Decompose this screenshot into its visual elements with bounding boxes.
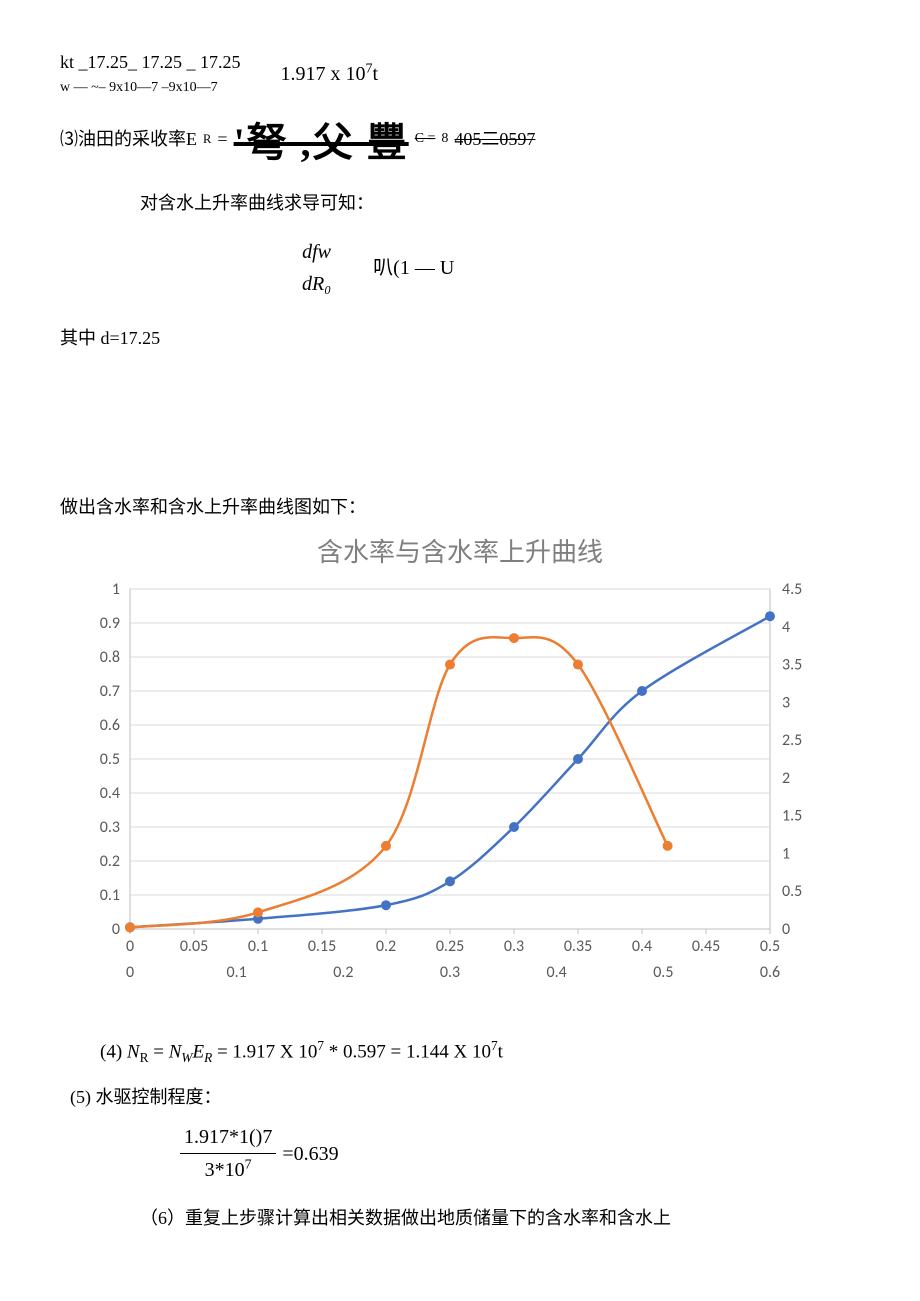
step-6: （6）重复上步骤计算出相关数据做出地质储量下的含水率和含水上 xyxy=(140,1204,860,1233)
svg-text:0.5: 0.5 xyxy=(100,750,120,769)
svg-text:2: 2 xyxy=(782,769,790,788)
equation-1: kt _17.25_ 17.25 _ 17.25 w — ~– 9x10—7 –… xyxy=(60,48,860,99)
svg-text:0.4: 0.4 xyxy=(547,963,567,982)
svg-text:3: 3 xyxy=(782,694,790,713)
where-d: 其中 d=17.25 xyxy=(60,324,860,353)
frac-dfw: dfw dR₀ xyxy=(300,236,333,300)
eq1-left: kt _17.25_ 17.25 _ 17.25 w — ~– 9x10—7 –… xyxy=(60,48,241,99)
step-5-label: (5) 水驱控制程度： xyxy=(70,1083,860,1112)
svg-text:0.45: 0.45 xyxy=(692,937,720,956)
svg-text:0.7: 0.7 xyxy=(100,682,120,701)
svg-text:0.15: 0.15 xyxy=(308,937,336,956)
svg-text:0.25: 0.25 xyxy=(436,937,464,956)
svg-text:0.4: 0.4 xyxy=(632,937,652,956)
eq1-bot: w — ~– 9x10—7 –9x10—7 xyxy=(60,77,241,99)
svg-text:3.5: 3.5 xyxy=(782,656,802,675)
svg-text:0.5: 0.5 xyxy=(782,882,802,901)
chart-title: 含水率与含水率上升曲线 xyxy=(60,532,860,574)
svg-text:0: 0 xyxy=(126,963,134,982)
svg-text:0.35: 0.35 xyxy=(564,937,592,956)
svg-text:0: 0 xyxy=(126,937,134,956)
svg-text:0.05: 0.05 xyxy=(180,937,208,956)
equation-3: ⑶油田的采收率ER = '弩 ,父 豐 C = 8 405二0597 xyxy=(60,107,860,171)
chart-container: 含水率与含水率上升曲线 00.10.20.30.40.50.60.70.80.9… xyxy=(60,532,860,1030)
equation-5: 1.917*1()7 3*107 =0.639 xyxy=(180,1121,860,1186)
svg-text:0.5: 0.5 xyxy=(760,937,780,956)
svg-text:0.1: 0.1 xyxy=(248,937,268,956)
equation-dfw: dfw dR₀ 叭(1 — U xyxy=(300,236,860,300)
svg-text:0.3: 0.3 xyxy=(504,937,524,956)
make-curve-text: 做出含水率和含水上升率曲线图如下： xyxy=(60,493,860,522)
svg-text:0: 0 xyxy=(782,920,790,939)
svg-text:0.5: 0.5 xyxy=(653,963,673,982)
svg-text:0.4: 0.4 xyxy=(100,784,120,803)
svg-text:0.3: 0.3 xyxy=(100,818,120,837)
svg-text:0.3: 0.3 xyxy=(440,963,460,982)
svg-text:0.1: 0.1 xyxy=(100,886,120,905)
derivative-intro: 对含水上升率曲线求导可知： xyxy=(140,189,860,218)
svg-text:4: 4 xyxy=(782,618,790,637)
svg-text:1: 1 xyxy=(782,845,790,864)
frac-5: 1.917*1()7 3*107 xyxy=(180,1121,276,1186)
svg-text:0: 0 xyxy=(112,920,120,939)
svg-text:1: 1 xyxy=(112,580,120,599)
svg-text:1.5: 1.5 xyxy=(782,807,802,826)
svg-text:0.2: 0.2 xyxy=(333,963,353,982)
equation-4: (4) NR = NWER = 1.917 X 107 * 0.597 = 1.… xyxy=(100,1035,860,1068)
svg-text:0.6: 0.6 xyxy=(100,716,120,735)
chart: 00.10.20.30.40.50.60.70.80.9100.511.522.… xyxy=(60,569,840,1029)
eq1-top: kt _17.25_ 17.25 _ 17.25 xyxy=(60,48,241,77)
svg-text:0.2: 0.2 xyxy=(100,852,120,871)
svg-text:0.2: 0.2 xyxy=(376,937,396,956)
svg-text:0.9: 0.9 xyxy=(100,614,120,633)
eq2-big-chars: '弩 ,父 豐 xyxy=(234,111,409,175)
svg-text:4.5: 4.5 xyxy=(782,580,802,599)
eq1-right: 1.917 x 107t xyxy=(281,58,379,90)
svg-text:0.6: 0.6 xyxy=(760,963,780,982)
svg-text:0.1: 0.1 xyxy=(227,963,247,982)
svg-text:2.5: 2.5 xyxy=(782,731,802,750)
svg-text:0.8: 0.8 xyxy=(100,648,120,667)
